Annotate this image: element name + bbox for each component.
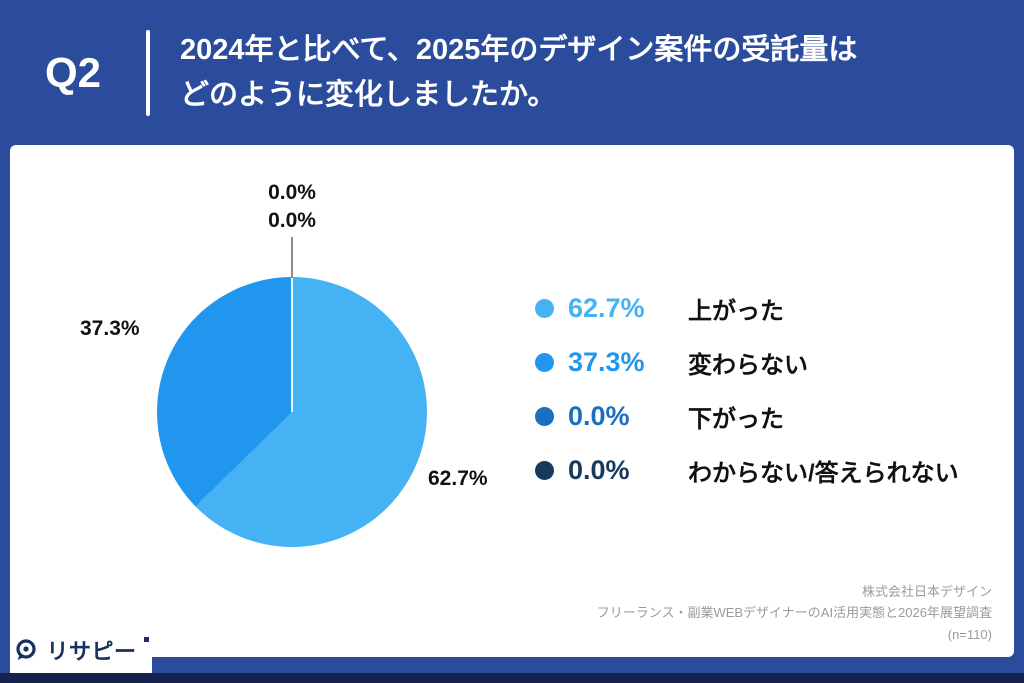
legend-dot: [535, 460, 554, 480]
question-header: Q2 2024年と比べて、2025年のデザイン案件の受託量は どのように変化しま…: [0, 0, 1024, 145]
header-divider: [146, 29, 150, 116]
leader-line: [291, 237, 293, 277]
legend-label: わからない/答えられない: [688, 459, 959, 487]
risapy-logo-icon: [13, 637, 39, 663]
pie-label-62: 62.7%: [428, 467, 488, 490]
legend-dot: [535, 352, 554, 372]
pie-label-37: 37.3%: [80, 317, 140, 340]
legend-percent: 37.3%: [568, 346, 645, 377]
legend-row: 37.3% 変わらない: [535, 345, 959, 379]
question-text-line2: どのように変化しましたか。: [180, 78, 557, 111]
zero-slice-boundary-line: [291, 278, 293, 412]
question-text: 2024年と比べて、2025年のデザイン案件の受託量は どのように変化しましたか…: [180, 28, 857, 118]
legend-percent: 62.7%: [568, 292, 645, 323]
credit-company: 株式会社日本デザイン: [861, 583, 992, 599]
legend-percent: 0.0%: [568, 454, 630, 485]
credit-survey-title: フリーランス・副業WEBデザイナーのAI活用実態と2026年展望調査: [596, 605, 992, 621]
zero-percent-labels: 0.0% 0.0%: [212, 179, 372, 236]
legend-row: 62.7% 上がった: [535, 291, 959, 325]
legend-row: 0.0% わからない/答えられない: [535, 453, 959, 487]
legend-dot: [535, 406, 554, 426]
risapy-logo-tab: リサピー: [10, 627, 152, 673]
zero-percent-label-1: 0.0%: [268, 181, 316, 204]
legend-row: 0.0% 下がった: [535, 399, 959, 433]
legend-label: 下がった: [688, 405, 784, 433]
credit-sample-size: (n=110): [947, 626, 992, 642]
legend-percent: 0.0%: [568, 400, 630, 431]
bottom-navy-strip: [0, 673, 1024, 683]
legend-label: 上がった: [688, 297, 784, 325]
risapy-logo-text: リサピー: [46, 639, 137, 664]
question-number: Q2: [44, 48, 102, 96]
zero-percent-label-2: 0.0%: [268, 209, 316, 233]
chart-card: 0.0% 0.0% 37.3% 62.7% 62.7% 上がった 37.3% 変…: [10, 145, 1014, 657]
legend: 62.7% 上がった 37.3% 変わらない 0.0% 下がった 0.0% わか…: [535, 291, 959, 487]
question-text-line1: 2024年と比べて、2025年のデザイン案件の受託量は: [180, 33, 858, 66]
survey-credit: 株式会社日本デザイン フリーランス・副業WEBデザイナーのAI活用実態と2026…: [597, 581, 992, 645]
legend-dot: [535, 298, 554, 318]
legend-label: 変わらない: [688, 351, 808, 379]
risapy-logo-mark: [143, 637, 149, 642]
